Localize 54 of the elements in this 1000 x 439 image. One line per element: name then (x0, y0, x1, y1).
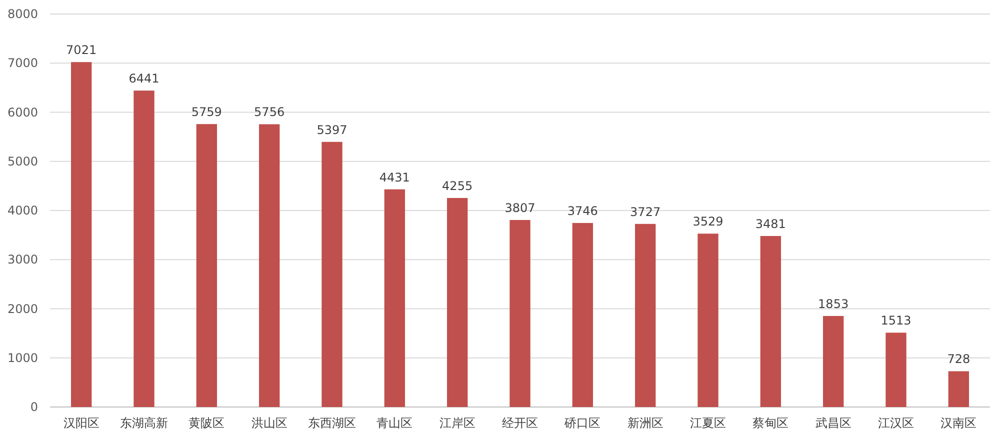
bar (634, 224, 656, 407)
x-tick-label: 洪山区 (251, 416, 288, 430)
data-label: 3481 (755, 216, 786, 231)
data-label: 6441 (128, 72, 160, 86)
bar (948, 371, 970, 407)
x-tick-label: 江汉区 (878, 416, 914, 430)
data-label: 5756 (254, 105, 285, 120)
y-tick-label: 4000 (7, 204, 38, 218)
bar (322, 142, 342, 407)
data-label: 1853 (818, 296, 849, 311)
data-label: 5397 (316, 122, 348, 137)
x-tick-label: 硚口区 (564, 416, 601, 430)
bar (446, 198, 468, 407)
data-label: 1513 (880, 314, 912, 328)
x-tick-label: 东湖高新 (120, 416, 168, 430)
data-label: 7021 (66, 43, 97, 58)
x-tick-label: 经开区 (502, 416, 538, 430)
bar (572, 222, 594, 407)
x-tick-label: 汉阳区 (63, 416, 100, 430)
y-tick-label: 1000 (7, 350, 38, 365)
y-tick-label: 0 (30, 400, 38, 414)
x-tick-label: 蔡甸区 (752, 416, 789, 430)
y-tick-label: 6000 (7, 105, 38, 120)
bar (196, 124, 218, 407)
bar (384, 189, 406, 407)
data-label: 5759 (191, 105, 222, 120)
y-tick-label: 7000 (7, 56, 38, 70)
data-label: 4255 (442, 178, 473, 193)
x-tick-label: 新洲区 (627, 416, 664, 430)
bar (70, 62, 92, 407)
x-tick-label: 江夏区 (690, 416, 726, 430)
y-tick-label: 8000 (7, 7, 38, 21)
data-label: 728 (947, 352, 970, 366)
bar (258, 124, 280, 407)
x-tick-label: 青山区 (376, 416, 413, 430)
x-tick-label: 江岸区 (439, 416, 476, 430)
x-tick-label: 汉南区 (940, 416, 977, 430)
bar (886, 332, 906, 407)
data-label: 3807 (504, 200, 536, 215)
bar (510, 220, 530, 407)
bar (134, 90, 154, 407)
data-label: 3746 (567, 204, 598, 218)
bar (760, 236, 782, 407)
x-tick-label: 黄陂区 (188, 416, 225, 430)
y-tick-label: 3000 (7, 252, 38, 267)
data-label: 3529 (692, 214, 724, 229)
y-tick-label: 2000 (7, 302, 38, 316)
bar (698, 234, 718, 407)
bar (822, 316, 844, 407)
data-label: 4431 (379, 170, 410, 184)
y-tick-label: 5000 (7, 154, 38, 168)
x-tick-label: 武昌区 (815, 416, 852, 430)
x-tick-label: 东西湖区 (308, 416, 356, 430)
data-label: 3727 (630, 204, 661, 219)
